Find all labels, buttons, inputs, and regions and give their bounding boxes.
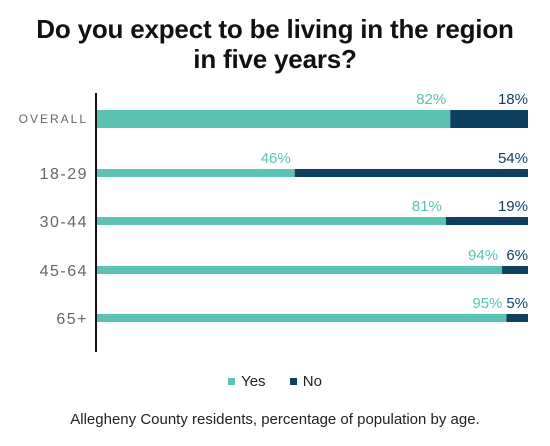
bar-no-1: [294, 169, 528, 177]
data-label-yes-1: 46%: [261, 150, 291, 167]
legend-swatch-yes: [228, 378, 236, 385]
legend-label-no: No: [302, 373, 322, 390]
data-label-yes-4: 95%: [472, 295, 502, 312]
chart-footnote: Allegheny County residents, percentage o…: [70, 411, 480, 428]
bar-yes-2: [96, 217, 446, 225]
category-label-3: 45-64: [40, 263, 88, 280]
data-label-no-2: 19%: [498, 198, 528, 215]
bar-no-0: [450, 110, 528, 128]
chart-title: Do you expect to be living in the region…: [0, 14, 550, 74]
category-label-2: 30-44: [40, 214, 88, 231]
legend-swatch-no: [289, 378, 297, 385]
legend-label-yes: Yes: [241, 373, 266, 390]
bar-yes-3: [96, 266, 503, 274]
data-label-yes-3: 94%: [468, 247, 498, 264]
bar-yes-4: [96, 314, 507, 322]
data-label-no-1: 54%: [498, 150, 528, 167]
chart-title-line1: Do you expect to be living in the region: [36, 14, 514, 44]
category-label-1: 18-29: [40, 166, 88, 183]
legend-item-no: No: [289, 373, 322, 390]
data-label-yes-0: 82%: [416, 91, 446, 108]
data-label-no-3: 6%: [506, 247, 528, 264]
bar-no-4: [506, 314, 528, 322]
bar-no-2: [445, 217, 528, 225]
data-label-no-0: 18%: [498, 91, 528, 108]
category-label-0: OVERALL: [19, 112, 88, 126]
bar-no-3: [502, 266, 528, 274]
chart-title-line2: in five years?: [193, 44, 357, 74]
data-label-yes-2: 81%: [412, 198, 442, 215]
data-label-no-4: 5%: [506, 295, 528, 312]
chart-legend: Yes No: [0, 373, 550, 390]
bar-yes-1: [96, 169, 295, 177]
legend-item-yes: Yes: [228, 373, 266, 390]
bar-yes-0: [96, 110, 451, 128]
category-label-4: 65+: [56, 311, 88, 328]
